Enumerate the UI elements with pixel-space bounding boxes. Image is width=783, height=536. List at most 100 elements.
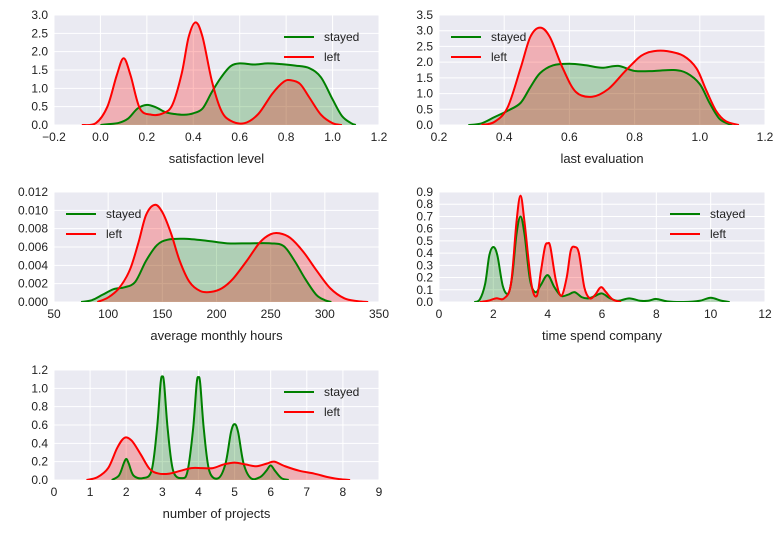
y-tick-label: 2.5 (416, 39, 433, 53)
y-tick-label: 0.002 (18, 277, 48, 291)
left-line (479, 194, 622, 302)
y-tick-label: 3.0 (31, 8, 48, 22)
x-tick-label: 0.8 (626, 130, 643, 144)
x-tick-label: 1 (87, 485, 94, 499)
x-tick-label: 2 (490, 307, 497, 321)
y-tick-label: 0.8 (31, 400, 48, 414)
y-tick-label: 3.5 (416, 8, 433, 22)
y-tick-label: 0.4 (416, 246, 433, 260)
y-tick-label: 0.0 (31, 118, 48, 132)
series-layer (468, 26, 740, 125)
stayed-line (100, 62, 357, 125)
legend: stayed left (66, 207, 141, 241)
x-tick-label: 9 (376, 485, 383, 499)
left-line (481, 26, 740, 125)
y-tick-label: 0.6 (31, 418, 48, 432)
legend-label-stayed: stayed (491, 30, 526, 44)
legend-label-left: left (324, 50, 341, 64)
subplot-1: −0.2 0.0 0.2 0.4 0.6 0.8 1.0 1.20.00.51.01.52.0… (31, 8, 387, 166)
x-tick-label: 300 (315, 307, 335, 321)
y-tick-label: 2.0 (416, 55, 433, 69)
stayed-area (474, 216, 730, 302)
x-axis-label: satisfaction level (169, 151, 264, 166)
legend-label-stayed: stayed (324, 385, 359, 399)
y-tick-label: 0.2 (416, 271, 433, 285)
left-area (81, 22, 342, 125)
left-area (86, 437, 351, 480)
left-line (86, 436, 351, 480)
x-tick-label: 50 (47, 307, 61, 321)
x-tick-label: 3 (159, 485, 166, 499)
y-tick-label: 1.0 (416, 87, 433, 101)
x-tick-label: 10 (704, 307, 718, 321)
x-tick-label: 0.4 (496, 130, 513, 144)
x-tick-label: 2 (123, 485, 130, 499)
series-layer (80, 203, 369, 302)
x-tick-label: 1.2 (371, 130, 388, 144)
x-tick-label: 6 (267, 485, 274, 499)
y-tick-label: 0.008 (18, 222, 48, 236)
x-tick-label: 5 (231, 485, 238, 499)
series-layer (86, 375, 351, 480)
x-tick-label: 8 (653, 307, 660, 321)
y-tick-label: 3.0 (416, 24, 433, 38)
y-tick-label: 0.5 (416, 234, 433, 248)
series-layer (473, 194, 730, 302)
subplot-4: 0 2 4 6 8 10 12 0.00.10.20.30.40.50.60.70.80.9 t… (416, 185, 772, 343)
y-tick-label: 0.000 (18, 295, 48, 309)
x-tick-label: 150 (152, 307, 172, 321)
y-tick-label: 0.3 (416, 258, 433, 272)
x-tick-label: 6 (599, 307, 606, 321)
x-tick-label: 0.6 (561, 130, 578, 144)
legend-label-left: left (710, 227, 727, 241)
stayed-area (111, 376, 289, 480)
y-tick-label: 2.0 (31, 45, 48, 59)
x-axis-label: last evaluation (560, 151, 643, 166)
y-tick-label: 0.0 (416, 118, 433, 132)
subplot-3: 50 100 150 200 250 300 350 0.000 0.002 0.004 0.006… (18, 185, 389, 343)
y-tick-label: 0.004 (18, 258, 48, 272)
x-tick-label: 0 (436, 307, 443, 321)
legend-label-left: left (491, 50, 508, 64)
legend-label-left: left (324, 405, 341, 419)
y-tick-label: 0.9 (416, 185, 433, 199)
x-axis-label: number of projects (163, 506, 271, 521)
stayed-line (468, 62, 733, 125)
x-tick-label: 250 (261, 307, 281, 321)
x-tick-label: 7 (303, 485, 310, 499)
y-tick-label: 0.7 (416, 209, 433, 223)
y-tick-label: 1.5 (31, 63, 48, 77)
legend-label-stayed: stayed (710, 207, 745, 221)
y-tick-label: 0.1 (416, 283, 433, 297)
x-tick-label: 4 (195, 485, 202, 499)
y-tick-label: 0.2 (31, 455, 48, 469)
legend-label-stayed: stayed (106, 207, 141, 221)
stayed-area (100, 63, 356, 125)
x-tick-label: −0.2 (42, 130, 66, 144)
y-tick-label: 0.4 (31, 436, 48, 450)
x-tick-label: 0.6 (231, 130, 248, 144)
y-tick-label: 0.0 (31, 473, 48, 487)
stayed-line (473, 215, 730, 302)
y-tick-label: 0.5 (416, 102, 433, 116)
x-tick-label: 0.4 (185, 130, 202, 144)
legend: stayed left (284, 30, 359, 64)
series-layer (81, 21, 357, 125)
stayed-area (81, 238, 332, 302)
y-tick-label: 0.6 (416, 222, 433, 236)
x-tick-label: 0.8 (278, 130, 295, 144)
subplot-2: 0.2 0.4 0.6 0.8 1.0 1.20.00.51.01.52.02.53.03… (416, 8, 773, 166)
y-tick-label: 2.5 (31, 26, 48, 40)
x-tick-label: 1.2 (757, 130, 774, 144)
x-axis-label: time spend company (542, 328, 662, 343)
x-tick-label: 100 (98, 307, 118, 321)
legend: stayed left (284, 385, 359, 419)
left-area (481, 27, 739, 125)
legend: stayed left (451, 30, 526, 64)
legend: stayed left (670, 207, 745, 241)
y-tick-label: 0.8 (416, 197, 433, 211)
left-area (97, 204, 369, 302)
left-line (96, 203, 369, 302)
y-tick-label: 0.5 (31, 100, 48, 114)
